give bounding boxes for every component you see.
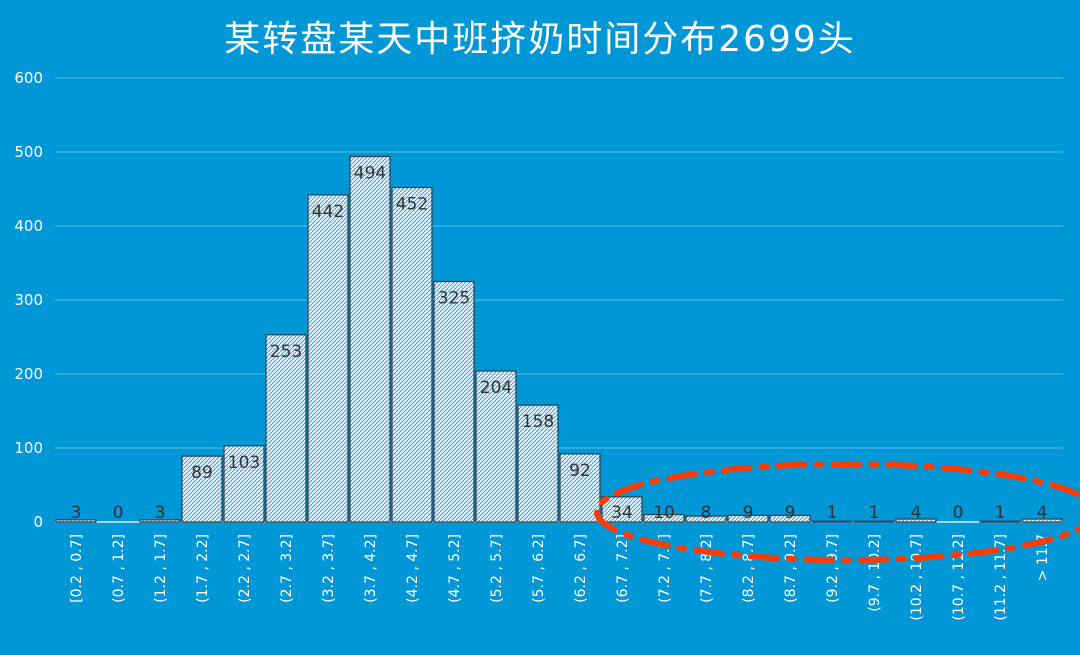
- bar: [853, 520, 895, 523]
- y-tick-label: 300: [14, 291, 43, 309]
- data-label: 452: [396, 195, 428, 215]
- y-tick-label: 100: [14, 439, 43, 457]
- annotation: [594, 461, 1080, 563]
- bar: [55, 519, 97, 523]
- x-tick-label: [0.2 , 0.7]: [69, 534, 85, 603]
- x-tick-label: (9.7 , 10.2]: [867, 534, 883, 612]
- bars: [55, 155, 1063, 523]
- data-label: 4: [1037, 503, 1048, 523]
- y-tick-label: 600: [14, 69, 43, 87]
- bar: [895, 518, 937, 523]
- x-axis: [0.2 , 0.7] (0.7 , 1.2] (1.2 , 1.7] (1.7 , …: [69, 534, 1051, 621]
- x-tick-label: (6.2 , 6.7]: [573, 534, 589, 603]
- y-tick-label: 400: [14, 217, 43, 235]
- data-label: 494: [354, 163, 386, 183]
- bar: [517, 404, 559, 523]
- bar: [391, 186, 433, 523]
- y-tick-label: 500: [14, 143, 43, 161]
- data-label: 158: [522, 412, 554, 432]
- bar: [223, 445, 265, 523]
- data-label: 253: [270, 342, 302, 362]
- bar: [181, 455, 223, 523]
- data-label: 3: [155, 503, 166, 523]
- chart-title: 某转盘某天中班挤奶时间分布2699头: [224, 19, 856, 60]
- x-tick-label: (2.2 , 2.7]: [237, 534, 253, 603]
- x-tick-label: (11.2 , 11.7]: [993, 534, 1009, 621]
- x-tick-label: > 11.7: [1035, 534, 1051, 581]
- x-tick-label: (10.7 , 11.2]: [951, 534, 967, 621]
- data-label: 92: [569, 461, 591, 481]
- data-label: 442: [312, 202, 344, 222]
- x-tick-label: (8.2 , 8.7]: [741, 534, 757, 603]
- bar: [265, 334, 307, 523]
- highlight-ellipse: [594, 461, 1080, 563]
- bar: [979, 520, 1021, 523]
- bar: [1021, 518, 1063, 523]
- bar: [601, 496, 643, 523]
- data-label: 8: [701, 503, 712, 523]
- data-label: 204: [480, 378, 512, 398]
- data-label: 9: [743, 503, 754, 523]
- bar: [307, 194, 349, 523]
- data-label: 0: [953, 503, 964, 523]
- x-tick-label: (9.2 , 9.7]: [825, 534, 841, 603]
- data-label: 9: [785, 503, 796, 523]
- x-tick-label: (5.2 , 5.7]: [489, 534, 505, 603]
- data-label: 1: [995, 503, 1006, 523]
- bar: [643, 513, 685, 523]
- x-tick-label: (1.7 , 2.2]: [195, 534, 211, 603]
- x-tick-label: (4.2 , 4.7]: [405, 534, 421, 603]
- x-tick-label: (0.7 , 1.2]: [111, 534, 127, 603]
- bar: [811, 520, 853, 523]
- data-label: 103: [228, 453, 260, 473]
- x-tick-label: (3.7 , 4.2]: [363, 534, 379, 603]
- bar: [349, 155, 391, 523]
- data-label: 325: [438, 289, 470, 309]
- x-tick-label: (2.7 , 3.2]: [279, 534, 295, 603]
- data-label: 89: [191, 463, 213, 483]
- y-tick-label: 200: [14, 365, 43, 383]
- data-label: 1: [827, 503, 838, 523]
- bar: [433, 280, 475, 523]
- x-tick-label: (1.2 , 1.7]: [153, 534, 169, 603]
- y-axis: 0 100 200 300 400 500 600: [14, 69, 43, 531]
- data-label: 34: [611, 503, 633, 523]
- bar: [139, 519, 181, 523]
- x-tick-label: (6.7 , 7.2]: [615, 534, 631, 603]
- gridlines: [55, 77, 1063, 523]
- bar: [475, 370, 517, 523]
- bar: [727, 514, 769, 523]
- data-label: 0: [113, 503, 124, 523]
- x-tick-label: (7.7 , 8.2]: [699, 534, 715, 603]
- x-tick-label: (4.7 , 5.2]: [447, 534, 463, 603]
- y-tick-label: 0: [33, 513, 43, 531]
- bar: [559, 453, 601, 523]
- data-label: 3: [71, 503, 82, 523]
- data-label: 1: [869, 503, 880, 523]
- x-tick-label: (8.7 , 9.2]: [783, 534, 799, 603]
- data-label: 10: [653, 503, 675, 523]
- bar: [685, 515, 727, 523]
- x-tick-label: (7.2 , 7.7]: [657, 534, 673, 603]
- x-tick-label: (3.2 , 3.7]: [321, 534, 337, 603]
- x-tick-label: (10.2 , 10.7]: [909, 534, 925, 621]
- data-label: 4: [911, 503, 922, 523]
- bar: [769, 514, 811, 523]
- x-tick-label: (5.7 , 6.2]: [531, 534, 547, 603]
